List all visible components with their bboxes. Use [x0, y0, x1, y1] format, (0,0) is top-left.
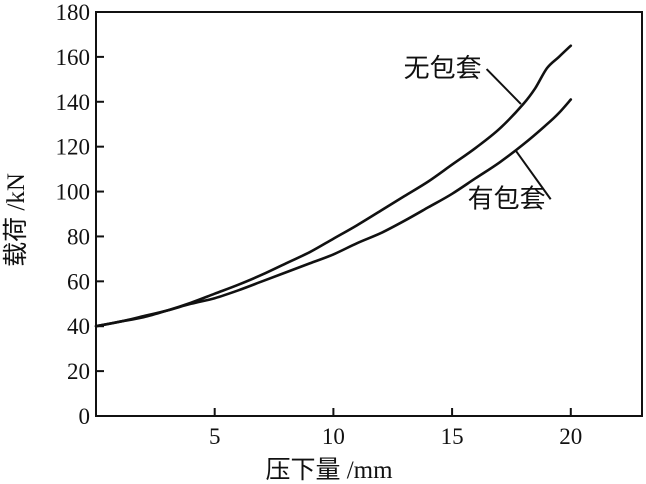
y-tick-label: 20: [67, 359, 90, 384]
y-tick-label: 40: [67, 314, 90, 339]
y-tick-label: 100: [56, 180, 91, 205]
y-tick-label: 0: [79, 404, 91, 429]
series-annotation-label: 无包套: [404, 54, 482, 83]
series-annotation-label: 有包套: [468, 184, 546, 213]
x-tick-label: 10: [322, 424, 345, 449]
x-axis-ticks: 5 10 15 20: [209, 408, 582, 449]
x-axis-title: 压下量 /mm: [265, 457, 393, 484]
y-tick-label: 120: [56, 135, 91, 160]
plot-frame: [95, 11, 643, 417]
series-lines: [94, 44, 573, 328]
series-line: [94, 98, 573, 328]
x-tick-label: 5: [209, 424, 221, 449]
annotation-leader-line: [485, 68, 522, 105]
x-tick-label: 15: [441, 424, 464, 449]
x-tick-label: 20: [559, 424, 582, 449]
y-tick-label: 180: [56, 0, 91, 25]
y-tick-label: 140: [56, 90, 91, 115]
y-axis-ticks: 0 20 40 60 80 100 120 140 160 180: [56, 0, 104, 429]
y-axis-title: 载荷 /kN: [2, 173, 30, 267]
y-tick-label: 80: [67, 224, 90, 249]
y-tick-label: 60: [67, 269, 90, 294]
annotation-leader-line: [515, 150, 552, 200]
y-tick-label: 160: [56, 45, 91, 70]
